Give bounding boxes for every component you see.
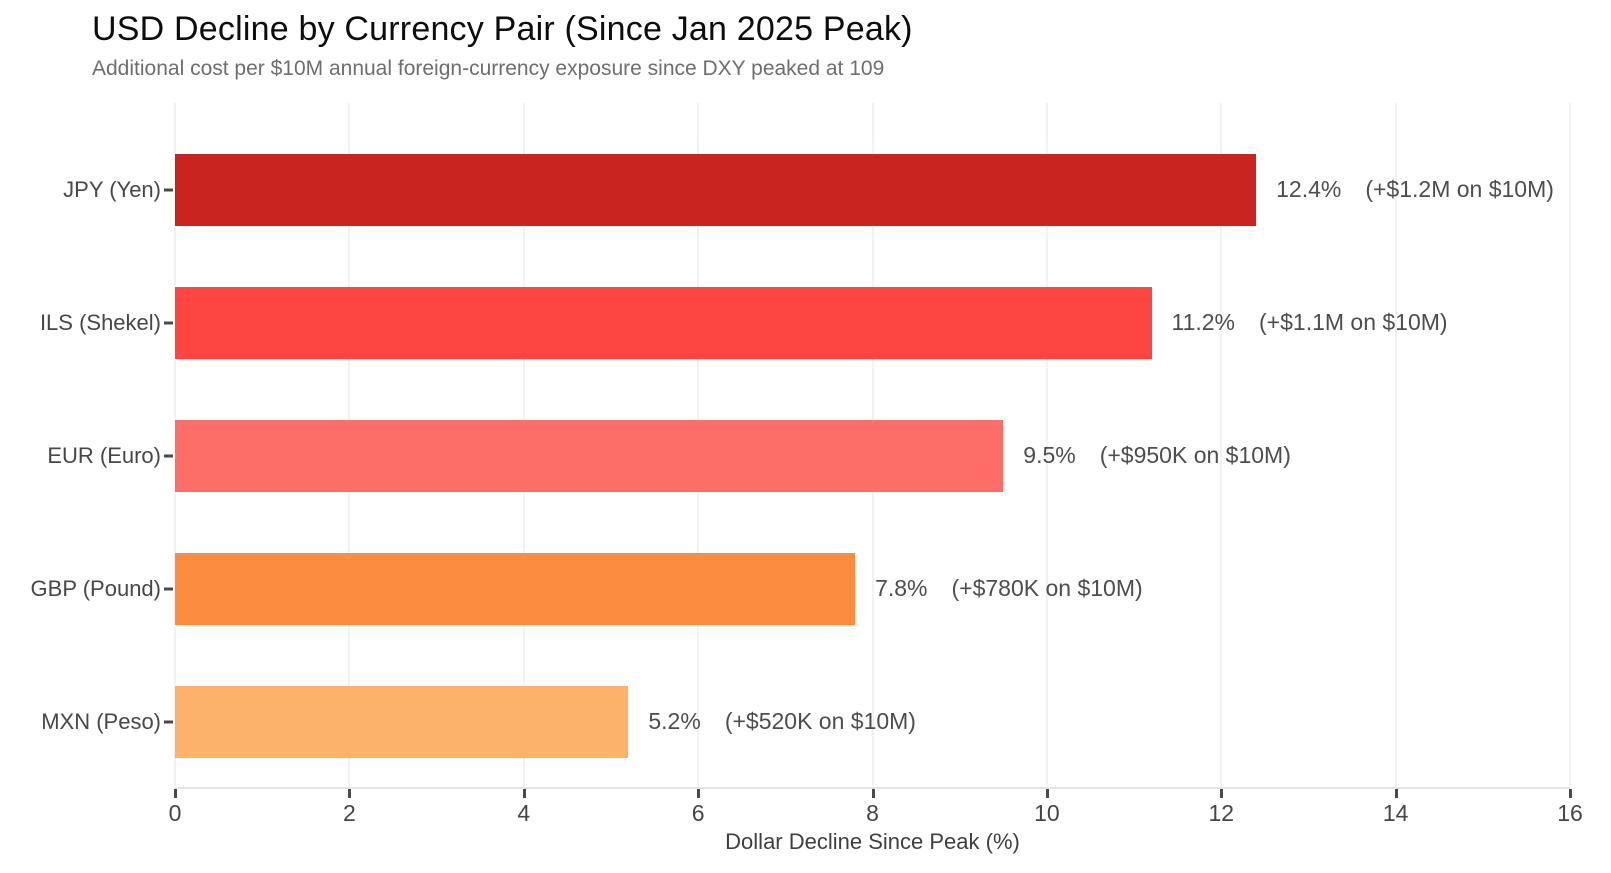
x-tick-label: 14 xyxy=(1382,800,1409,826)
bar-row-eur: EUR (Euro) 9.5% (+$950K on $10M) xyxy=(47,419,1570,492)
bar-pct-value: 12.4% xyxy=(1276,176,1342,202)
bar-eur xyxy=(175,419,1004,492)
bar-value-annotation: 11.2% (+$1.1M on $10M) xyxy=(1172,309,1448,336)
bar-cost-value: (+$950K on $10M) xyxy=(1099,442,1291,468)
y-tick-label: GBP (Pound) xyxy=(30,575,161,601)
x-tick-label: 8 xyxy=(866,800,879,826)
bar-pct-value: 11.2% xyxy=(1171,309,1236,335)
gridline-x-14 xyxy=(1394,103,1397,787)
bar-row-mxn: MXN (Peso) 5.2% (+$520K on $10M) xyxy=(41,685,1570,758)
bar-pct-value: 5.2% xyxy=(648,708,701,734)
bar-pct-value: 7.8% xyxy=(875,575,928,601)
gridline-x-10 xyxy=(1045,103,1048,787)
x-tick-label: 10 xyxy=(1034,800,1060,826)
bar-cost-value: (+$520K on $10M) xyxy=(724,708,916,734)
plot-area: Dollar Decline Since Peak (%) 0 2 4 6 8 10 12 1… xyxy=(31,103,1583,854)
y-tick-mark xyxy=(164,321,173,324)
x-tick-label: 0 xyxy=(168,800,182,826)
x-tick-label: 2 xyxy=(342,800,356,826)
bar-row-gbp: GBP (Pound) 7.8% (+$780K on $10M) xyxy=(31,552,1570,625)
x-tick-mark xyxy=(697,789,701,798)
x-tick-label: 6 xyxy=(691,800,705,826)
bar-row-ils: ILS (Shekel) 11.2% (+$1.1M on $10M) xyxy=(40,286,1570,359)
bar-value-annotation: 5.2% (+$520K on $10M) xyxy=(648,708,916,735)
y-tick-label: JPY (Yen) xyxy=(63,176,161,202)
x-tick-mark xyxy=(174,789,177,798)
x-tick-mark xyxy=(871,789,875,798)
x-tick-label: 12 xyxy=(1208,800,1235,826)
bar-row-jpy: JPY (Yen) 12.4% (+$1.2M on $10M) xyxy=(63,153,1570,226)
x-tick-mark xyxy=(348,789,352,798)
bar-mxn xyxy=(175,685,629,758)
x-tick-mark xyxy=(1220,789,1224,798)
y-tick-mark xyxy=(164,188,173,191)
bar-value-annotation: 12.4% (+$1.2M on $10M) xyxy=(1276,176,1554,203)
bar-cost-value: (+$1.2M on $10M) xyxy=(1365,176,1554,202)
bar-ils xyxy=(175,286,1152,359)
y-tick-label: ILS (Shekel) xyxy=(39,309,161,335)
bar-value-annotation: 9.5% (+$950K on $10M) xyxy=(1023,442,1291,469)
bar-cost-value: (+$780K on $10M) xyxy=(951,575,1143,601)
bar-value-annotation: 7.8% (+$780K on $10M) xyxy=(875,575,1143,602)
y-tick-mark xyxy=(164,454,173,457)
chart-title: USD Decline by Currency Pair (Since Jan … xyxy=(92,10,913,48)
bar-cost-value: (+$1.1M on $10M) xyxy=(1259,309,1448,335)
y-tick-label: EUR (Euro) xyxy=(47,442,161,468)
chart-subtitle: Additional cost per $10M annual foreign-… xyxy=(92,57,885,80)
x-tick-mark xyxy=(1045,789,1049,798)
x-axis-label: Dollar Decline Since Peak (%) xyxy=(725,829,1020,854)
bar-pct-value: 9.5% xyxy=(1023,442,1076,468)
x-tick-label: 4 xyxy=(517,800,531,826)
bar-jpy xyxy=(175,153,1257,226)
y-tick-label: MXN (Peso) xyxy=(41,708,161,734)
gridline-x-16 xyxy=(1569,103,1571,787)
y-tick-mark xyxy=(164,587,173,590)
x-tick-mark xyxy=(522,789,526,798)
gridline-x-12 xyxy=(1220,103,1223,787)
bar-gbp xyxy=(175,552,856,625)
x-tick-label: 16 xyxy=(1557,800,1583,826)
y-tick-mark xyxy=(164,720,173,723)
x-tick-mark xyxy=(1394,789,1398,798)
x-tick-mark xyxy=(1569,789,1572,798)
